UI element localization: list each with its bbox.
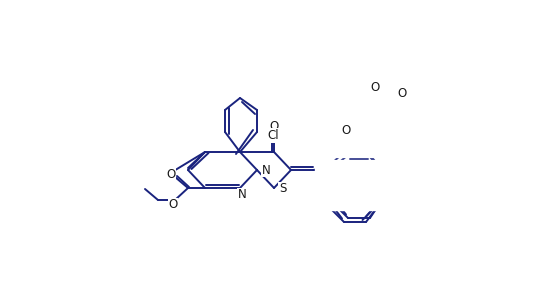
Text: O: O — [341, 124, 351, 136]
Text: S: S — [279, 182, 286, 196]
Text: N: N — [262, 163, 271, 177]
Text: O: O — [168, 199, 177, 211]
Text: O: O — [397, 87, 407, 99]
Polygon shape — [324, 60, 440, 157]
Text: O: O — [370, 80, 379, 94]
Text: O: O — [270, 120, 279, 132]
Text: Cl: Cl — [267, 129, 279, 141]
Polygon shape — [315, 160, 397, 210]
Text: Cl: Cl — [267, 129, 279, 143]
Text: N: N — [237, 188, 247, 201]
Text: O: O — [166, 167, 176, 181]
Text: O: O — [401, 89, 411, 103]
Text: O: O — [345, 128, 355, 140]
Text: O: O — [374, 83, 384, 95]
